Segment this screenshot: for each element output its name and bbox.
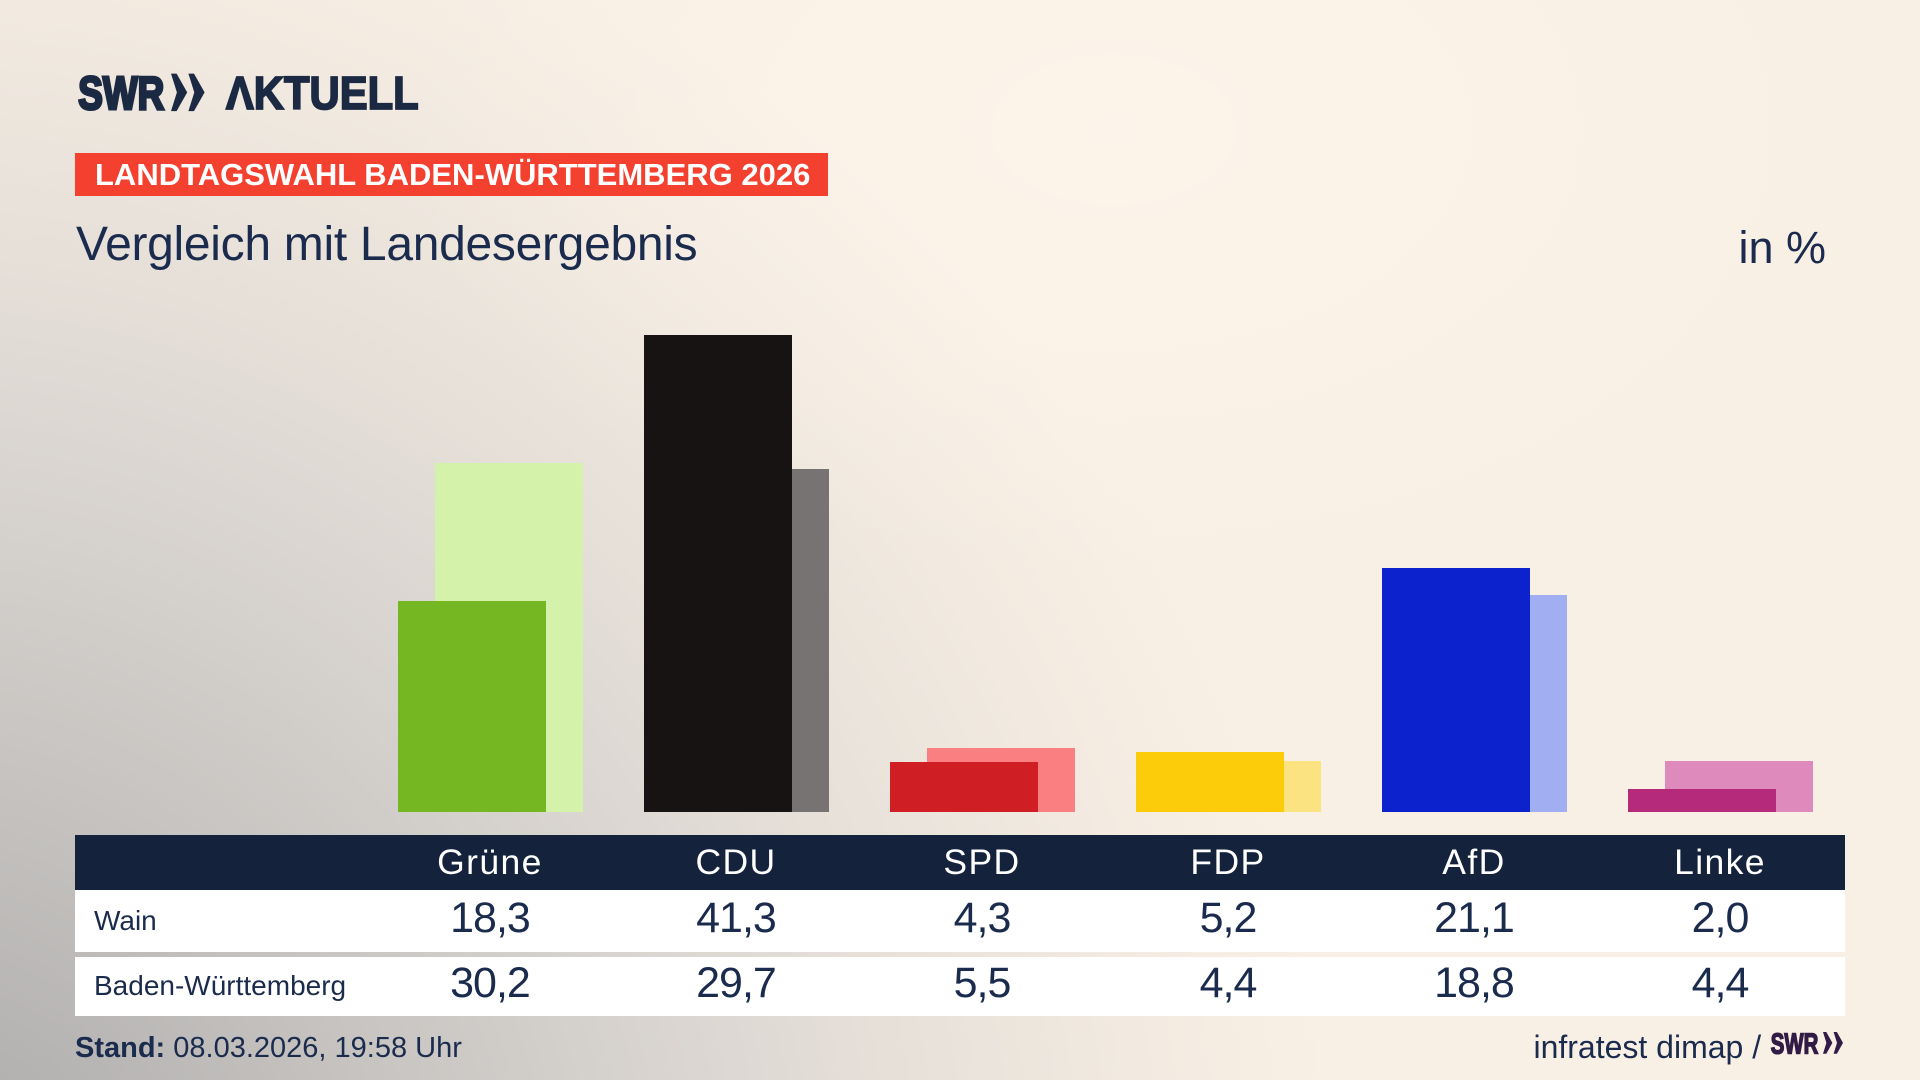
svg-text:SWR: SWR: [1771, 1031, 1819, 1061]
svg-text:SWR: SWR: [78, 67, 164, 119]
svg-text:ΛKTUELL: ΛKTUELL: [226, 67, 419, 119]
